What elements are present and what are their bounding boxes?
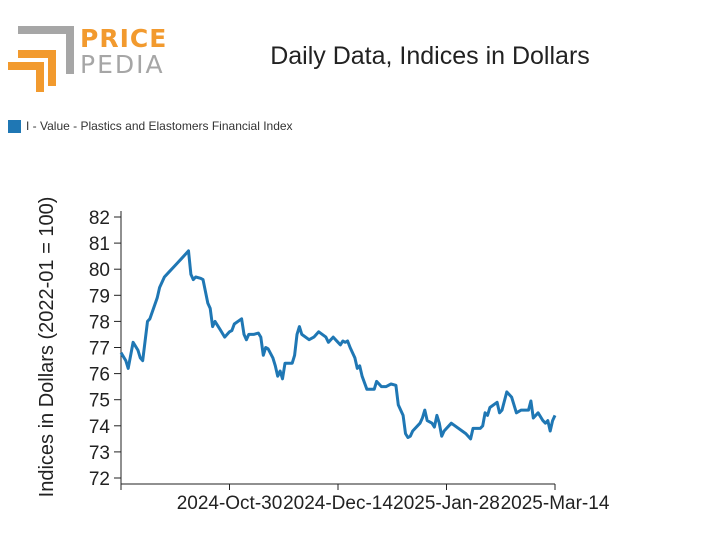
- y-tick-label: 82: [89, 208, 110, 229]
- y-tick-label: 81: [89, 234, 110, 255]
- y-tick-label: 75: [89, 391, 110, 412]
- legend-swatch: [8, 119, 21, 133]
- legend-label: I - Value - Plastics and Elastomers Fina…: [26, 119, 293, 133]
- logo-mark-icon: [8, 26, 74, 92]
- pricepedia-logo: PRICE PEDIA: [8, 22, 168, 94]
- y-axis-label: Indices in Dollars (2022-01 = 100): [36, 197, 58, 498]
- x-tick-label: 2024-Oct-30: [177, 493, 283, 514]
- x-tick-label: 2025-Mar-14: [501, 493, 610, 514]
- chart-title: Daily Data, Indices in Dollars: [270, 42, 590, 70]
- y-axis: 72 73 74 75 76 77 78 79 80 81 82: [89, 208, 122, 490]
- y-tick-label: 74: [89, 417, 111, 438]
- chart-legend[interactable]: I - Value - Plastics and Elastomers Fina…: [8, 119, 293, 133]
- y-tick-label: 80: [89, 260, 110, 281]
- x-axis: 2024-Oct-30 2024-Dec-14 2025-Jan-28 2025-Ma…: [120, 483, 610, 514]
- logo-word-price: PRICE: [80, 24, 168, 53]
- series-line: [119, 249, 557, 441]
- y-tick-label: 72: [89, 469, 110, 490]
- x-tick-label: 2024-Dec-14: [283, 493, 393, 514]
- y-tick-label: 78: [89, 312, 110, 333]
- y-tick-label: 79: [89, 286, 110, 307]
- y-tick-label: 77: [89, 339, 110, 360]
- x-tick-label: 2025-Jan-28: [393, 493, 500, 514]
- logo-word-pedia: PEDIA: [80, 50, 165, 79]
- y-tick-label: 73: [89, 443, 110, 464]
- y-tick-label: 76: [89, 365, 110, 386]
